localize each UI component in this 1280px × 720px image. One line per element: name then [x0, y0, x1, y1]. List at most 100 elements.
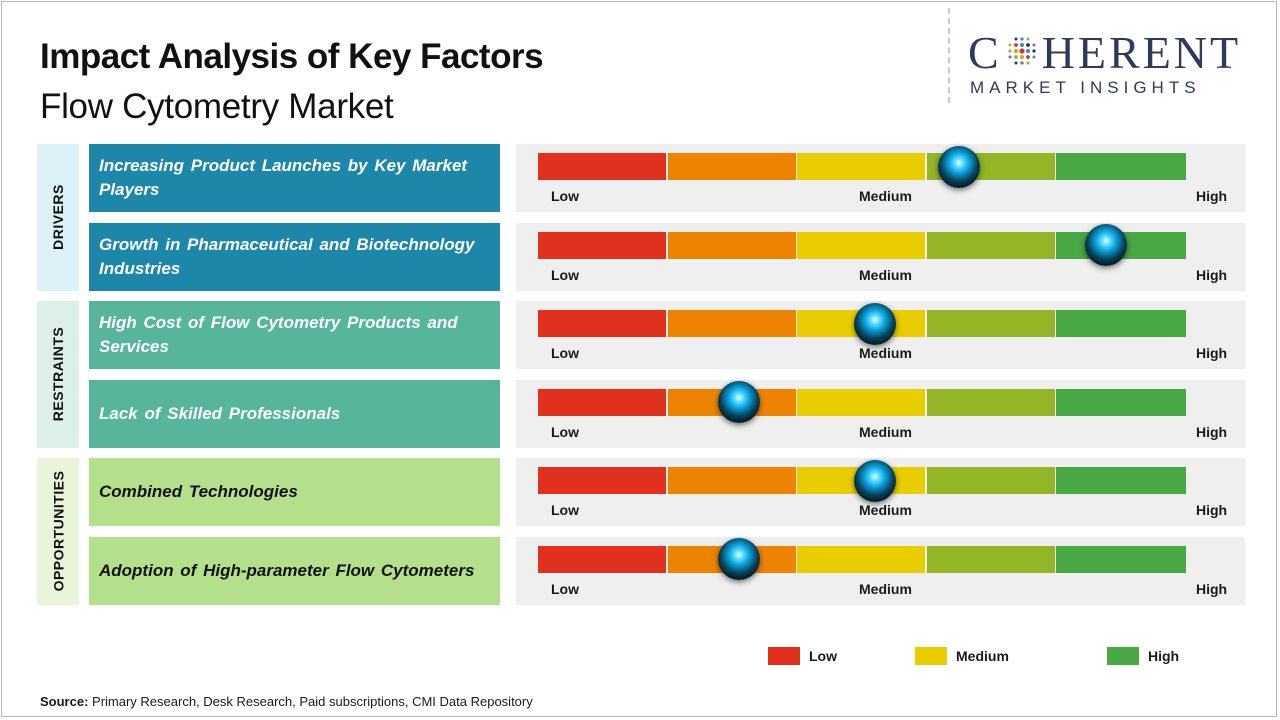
gauge-segment: [926, 388, 1055, 416]
scale-label-low: Low: [551, 188, 579, 204]
logo-dot: [1019, 42, 1024, 48]
impact-marker: [1085, 224, 1128, 266]
logo-word-left: C: [968, 27, 1002, 78]
scale-label-low: Low: [551, 502, 579, 518]
scale-label-medium: Medium: [859, 423, 912, 440]
legend-label-medium: Medium: [956, 648, 1009, 664]
scale-label-high: High: [1196, 502, 1228, 518]
scale-label-high: High: [1196, 345, 1228, 361]
logo-word-right: HERENT: [1041, 27, 1242, 78]
logo-dot: [1008, 49, 1012, 53]
gauge-segment: [926, 545, 1055, 573]
gauge-segment: [1056, 467, 1186, 494]
gauge-segment: [926, 467, 1055, 494]
logo-dot: [1019, 48, 1025, 54]
legend-label-high: High: [1148, 648, 1180, 664]
gauge-segment: [667, 153, 796, 180]
logo-dot: [1026, 61, 1030, 65]
legend-label-low: Low: [809, 648, 837, 664]
source-text: Primary Research, Desk Research, Paid su…: [92, 694, 533, 709]
factor-label: Increasing Product Launches by Key Marke…: [89, 144, 500, 212]
gauge-segment: [538, 310, 667, 337]
logo-dot: [1025, 48, 1030, 54]
gauge-segment: [538, 545, 667, 573]
logo-dot: [1026, 37, 1030, 41]
impact-marker: [853, 302, 896, 345]
gauge-segment: [1056, 310, 1186, 337]
logo-dot: [1020, 61, 1024, 65]
logo-dot: [1014, 61, 1018, 65]
gauge-segment: [538, 153, 667, 180]
impact-gauge-row: Low Medium High: [516, 536, 1245, 605]
impact-gauge-row: Low Medium High: [516, 379, 1245, 448]
logo-dot: [1013, 48, 1018, 54]
gauge-segment: [1056, 545, 1186, 573]
gauge-segment: [538, 388, 667, 416]
source-label: Source:: [40, 694, 89, 709]
group-label-opportunities: OPPORTUNITIES: [37, 458, 79, 605]
impact-marker: [717, 538, 760, 580]
legend-swatch-high: [1107, 647, 1139, 665]
impact-gauge-row: Low Medium High: [516, 301, 1245, 369]
logo-globe-icon: [1008, 37, 1036, 65]
logo-dot: [1032, 55, 1036, 59]
group-label-text: DRIVERS: [50, 184, 67, 251]
impact-gauge-row: Low Medium High: [516, 458, 1245, 526]
gauge-segment: [667, 231, 796, 259]
gauge-segment: [538, 467, 667, 494]
group-label-restraints: RESTRAINTS: [37, 301, 79, 448]
scale-label-high: High: [1196, 423, 1228, 440]
gauge-segment: [538, 231, 667, 259]
impact-marker: [853, 459, 896, 502]
scale-label-medium: Medium: [859, 345, 912, 361]
impact-marker: [717, 381, 760, 423]
impact-gauge-row: Low Medium High: [516, 222, 1245, 291]
logo-dot: [1025, 55, 1030, 59]
logo-dot: [1032, 49, 1036, 53]
gauge-segment: [926, 310, 1055, 337]
gauge-segment: [667, 467, 796, 494]
group-label-text: RESTRAINTS: [50, 327, 67, 422]
factor-label: Combined Technologies: [89, 458, 500, 526]
scale-label-medium: Medium: [859, 502, 912, 518]
legend-swatch-low: [768, 647, 800, 665]
scale-label-medium: Medium: [859, 188, 912, 204]
group-label-text: OPPORTUNITIES: [50, 470, 67, 592]
logo-dot: [1020, 37, 1024, 41]
factor-label: Lack of Skilled Professionals: [89, 379, 500, 448]
chart-subtitle: Flow Cytometry Market: [40, 87, 394, 126]
scale-label-high: High: [1196, 188, 1228, 204]
logo-dot: [1013, 43, 1018, 47]
gauge-segment: [797, 231, 926, 259]
gauge-segment: [926, 231, 1055, 259]
logo-dot: [1025, 43, 1030, 47]
logo-divider: [948, 8, 950, 103]
logo-dot: [1014, 37, 1018, 41]
logo-tagline: MARKET INSIGHTS: [970, 78, 1201, 97]
factor-label: High Cost of Flow Cytometry Products and…: [89, 301, 500, 369]
gauge-segment: [1056, 388, 1186, 416]
source-note: Source: Primary Research, Desk Research,…: [40, 694, 533, 709]
impact-gauge-row: Low Medium High: [516, 144, 1245, 212]
scale-label-low: Low: [551, 345, 579, 361]
logo-dot: [1008, 43, 1012, 47]
impact-marker: [938, 145, 981, 188]
scale-label-medium: Medium: [859, 580, 912, 597]
gauge-segment: [797, 153, 926, 180]
gauge-segment: [797, 545, 926, 573]
scale-label-medium: Medium: [859, 266, 912, 283]
legend-swatch-medium: [915, 647, 947, 665]
logo-dot: [1019, 54, 1024, 60]
scale-label-high: High: [1196, 580, 1228, 597]
gauge-segment: [797, 388, 926, 416]
company-logo: C HERENT: [968, 30, 1241, 76]
factor-label: Growth in Pharmaceutical and Biotechnolo…: [89, 222, 500, 291]
group-label-drivers: DRIVERS: [37, 144, 79, 291]
logo-dot: [1013, 55, 1018, 59]
scale-label-low: Low: [551, 580, 579, 597]
gauge-segment: [667, 310, 796, 337]
gauge-segment: [1056, 153, 1186, 180]
factor-label: Adoption of High-parameter Flow Cytomete…: [89, 536, 500, 605]
scale-label-high: High: [1196, 266, 1228, 283]
